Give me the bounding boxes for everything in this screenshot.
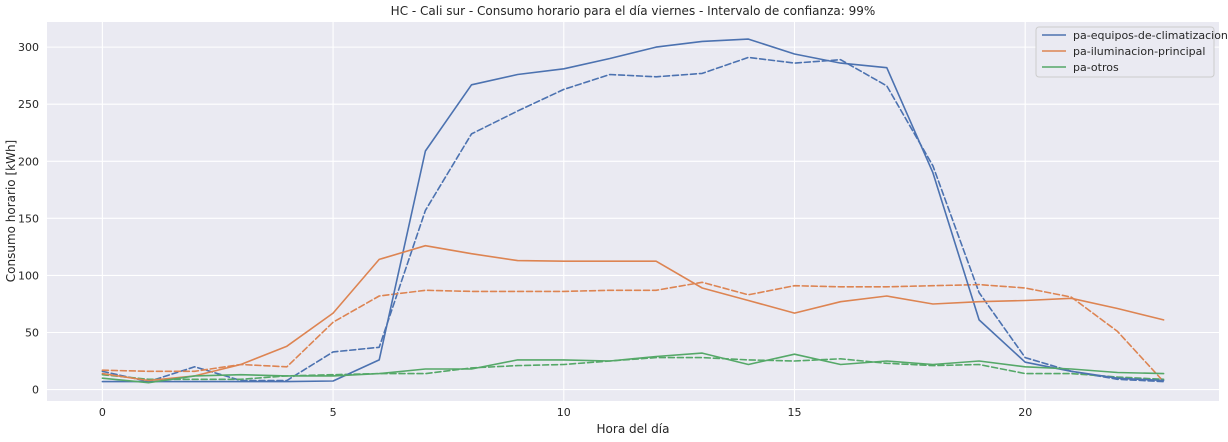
y-axis-title: Consumo horario [kWh]	[4, 140, 18, 282]
x-tick-label: 20	[1018, 406, 1032, 419]
grid-lines	[47, 22, 1219, 401]
y-tick-label: 200	[18, 155, 39, 168]
y-tick-label: 250	[18, 98, 39, 111]
y-axis-ticks: 0 50 100 150 200 250 300	[18, 41, 39, 396]
x-axis-ticks: 0 5 10 15 20	[99, 406, 1032, 419]
series-lines	[101, 38, 1165, 384]
series-line-0	[101, 38, 1165, 383]
legend-label-iluminacion: pa-iluminacion-principal	[1073, 45, 1205, 58]
legend-box	[1035, 26, 1215, 78]
series-line-4-dashed	[101, 281, 1165, 383]
chart-title: HC - Cali sur - Consumo horario para el …	[391, 4, 876, 18]
series-line-2	[101, 352, 1165, 384]
y-tick-label: 300	[18, 41, 39, 54]
y-tick-label: 50	[25, 327, 39, 340]
x-axis-title: Hora del día	[597, 422, 670, 436]
legend: pa-equipos-de-climatizacion pa-iluminaci…	[1035, 26, 1228, 78]
x-tick-label: 10	[557, 406, 571, 419]
y-tick-label: 0	[32, 384, 39, 397]
series-line-1	[101, 244, 1165, 382]
legend-label-climatizacion: pa-equipos-de-climatizacion	[1073, 29, 1228, 42]
y-tick-label: 100	[18, 269, 39, 282]
x-tick-label: 5	[330, 406, 337, 419]
y-tick-label: 150	[18, 212, 39, 225]
x-tick-label: 0	[99, 406, 106, 419]
series-line-3-dashed	[101, 56, 1165, 383]
legend-label-otros: pa-otros	[1073, 61, 1119, 74]
x-tick-label: 15	[787, 406, 801, 419]
plot-area	[47, 22, 1219, 401]
